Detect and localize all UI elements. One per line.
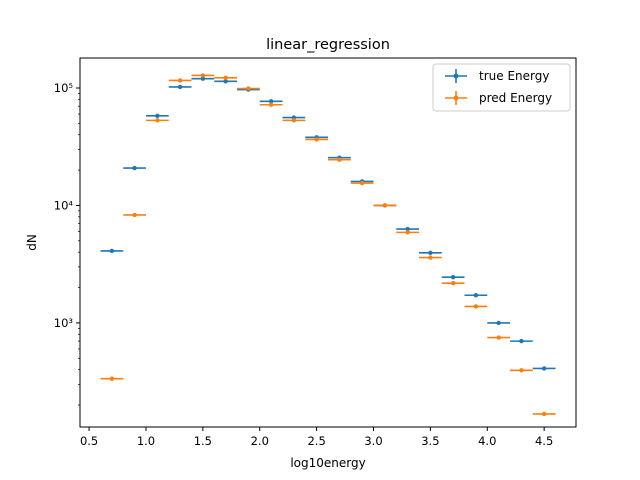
data-point: [178, 78, 182, 82]
data-point: [155, 118, 159, 122]
x-tick-label: 4.0: [478, 434, 496, 448]
data-point: [496, 335, 500, 339]
x-tick-label: 0.5: [80, 434, 98, 448]
x-axis-label: log10energy: [290, 456, 365, 470]
data-point: [542, 366, 546, 370]
legend: true Energy pred Energy: [433, 64, 570, 111]
legend-handle-marker: [454, 74, 459, 79]
data-point: [292, 118, 296, 122]
legend-handle-marker: [454, 96, 459, 101]
data-point: [542, 412, 546, 416]
legend-label-true-energy: true Energy: [479, 69, 549, 83]
data-point: [132, 166, 136, 170]
data-point: [132, 213, 136, 217]
data-point: [360, 181, 364, 185]
data-point: [223, 76, 227, 80]
data-point: [474, 304, 478, 308]
data-point: [428, 255, 432, 259]
data-point: [496, 321, 500, 325]
data-point: [519, 368, 523, 372]
y-tick-label: 10⁵: [54, 81, 74, 95]
legend-label-pred-energy: pred Energy: [479, 91, 552, 105]
x-tick-label: 2.5: [307, 434, 325, 448]
data-point: [383, 203, 387, 207]
data-point: [428, 251, 432, 255]
data-point: [178, 85, 182, 89]
data-point: [201, 73, 205, 77]
data-point: [337, 158, 341, 162]
data-point: [405, 230, 409, 234]
data-point: [110, 249, 114, 253]
y-tick-label: 10⁴: [54, 198, 74, 212]
data-point: [451, 281, 455, 285]
data-point: [246, 86, 250, 90]
data-point: [110, 377, 114, 381]
x-tick-label: 3.5: [421, 434, 439, 448]
data-point: [474, 293, 478, 297]
y-axis-label: dN: [25, 234, 39, 251]
x-tick-label: 4.5: [535, 434, 553, 448]
y-tick-label: 10³: [54, 316, 74, 330]
data-point: [314, 137, 318, 141]
data-point: [519, 339, 523, 343]
data-point: [451, 275, 455, 279]
x-tick-label: 3.0: [364, 434, 382, 448]
data-point: [269, 103, 273, 107]
chart-title: linear_regression: [266, 37, 390, 53]
x-tick-label: 1.0: [137, 434, 155, 448]
x-tick-label: 1.5: [194, 434, 212, 448]
x-tick-label: 2.0: [251, 434, 269, 448]
data-point: [155, 114, 159, 118]
